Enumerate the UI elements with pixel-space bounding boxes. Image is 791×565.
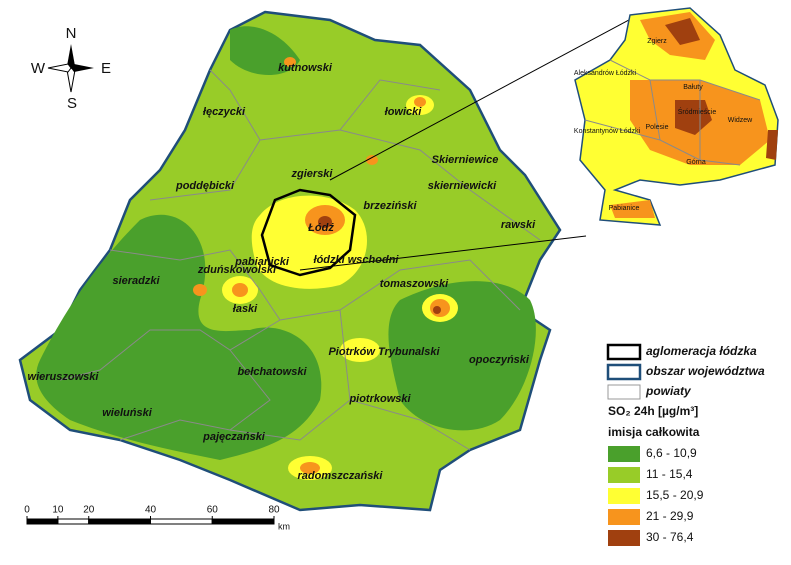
- district-label: wieruszowski: [28, 371, 100, 383]
- district-label: poddębicki: [175, 180, 235, 192]
- legend-label: 21 - 29,9: [646, 509, 694, 523]
- district-label: pabianicki: [234, 256, 290, 268]
- scale-label: 40: [145, 505, 157, 516]
- district-label: Piotrków Trybunalski: [328, 346, 440, 358]
- inset-area: [665, 18, 778, 160]
- compass-label: N: [66, 25, 77, 42]
- inset-label: Śródmieście: [678, 107, 717, 116]
- legend-swatch: [606, 363, 642, 381]
- scale-segment: [150, 518, 213, 525]
- legend-label: powiaty: [645, 384, 692, 398]
- district-label: piotrkowski: [348, 393, 411, 405]
- zone: [230, 26, 300, 75]
- inset-label: Pabianice: [609, 205, 640, 212]
- compass-label: S: [67, 95, 77, 112]
- legend-swatch: [608, 467, 640, 483]
- zone: [318, 216, 332, 228]
- inset-label: Polesie: [646, 124, 669, 131]
- district-label: sieradzki: [112, 275, 160, 287]
- inset-label: Aleksandrów Łódzki: [574, 70, 637, 77]
- inset-border: [584, 59, 761, 166]
- zone: [193, 284, 207, 296]
- district-label: skierniewicki: [428, 180, 497, 192]
- district-label: wieluński: [102, 407, 152, 419]
- district-label: opoczyński: [469, 354, 530, 366]
- scale-label: 0: [24, 505, 30, 516]
- legend-swatch: [608, 488, 640, 504]
- scale-segment: [88, 518, 151, 525]
- legend-swatch: [608, 530, 640, 546]
- district-label: bełchatowski: [237, 366, 307, 378]
- inset-label: Widzew: [728, 117, 753, 124]
- district-label: pajęczański: [202, 431, 266, 443]
- scale-label: 20: [83, 505, 95, 516]
- district-label: radomszczański: [298, 470, 384, 482]
- district-label: Skierniewice: [432, 154, 499, 166]
- inset-label: Bałuty: [683, 84, 703, 91]
- district-label: rawski: [501, 219, 536, 231]
- legend-swatch: [606, 343, 642, 361]
- legend-label: aglomeracja łódzka: [646, 344, 757, 358]
- district-borders: [59, 69, 541, 451]
- legend-label: obszar województwa: [646, 364, 765, 378]
- scale-label: 80: [268, 505, 280, 516]
- zone: [366, 155, 378, 165]
- scale-unit: km: [278, 521, 290, 531]
- district-label: łowicki: [385, 106, 423, 118]
- scale-label: 60: [207, 505, 219, 516]
- compass-label: E: [101, 60, 111, 77]
- inset-connector: [329, 13, 641, 181]
- zone: [232, 283, 248, 297]
- legend-subtitle: imisja całkowita: [608, 425, 700, 439]
- inset-label: Zgierz: [647, 38, 667, 45]
- legend-label: 15,5 - 20,9: [646, 488, 704, 502]
- zone: [36, 214, 322, 460]
- agglomeration-outline: [260, 188, 357, 277]
- legend-title: SO₂ 24h [µg/m³]: [608, 404, 698, 418]
- inset-label: Górna: [686, 159, 706, 166]
- zone-high: [193, 57, 450, 474]
- inset-connector: [299, 235, 587, 271]
- zone: [300, 462, 320, 474]
- legend-swatch: [608, 446, 640, 462]
- scale-segment: [211, 518, 275, 525]
- scale-label: 10: [52, 505, 64, 516]
- border: [59, 69, 541, 451]
- zone: [433, 306, 441, 314]
- zone-low: [36, 26, 536, 460]
- district-label: łaski: [233, 303, 258, 315]
- legend-swatch: [607, 384, 641, 400]
- district-label: łódzki wschodni: [314, 254, 400, 266]
- legend-label: 6,6 - 10,9: [646, 446, 697, 460]
- district-label: zduńskowolski: [197, 264, 277, 276]
- zone: [340, 338, 380, 362]
- zone: [414, 97, 426, 107]
- compass: N W E S: [31, 25, 111, 112]
- district-label: Łódź: [307, 222, 334, 234]
- legend-swatch: [608, 509, 640, 525]
- district-label: tomaszowski: [380, 278, 449, 290]
- legend-label: 11 - 15,4: [646, 467, 693, 481]
- district-label: kutnowski: [278, 62, 333, 74]
- compass-label: W: [31, 60, 46, 77]
- zone: [388, 281, 536, 431]
- scale-segment: [57, 518, 90, 525]
- scale-segment: [26, 518, 59, 525]
- inset-map: [574, 7, 779, 226]
- zone: [284, 57, 296, 67]
- district-label: zgierski: [291, 168, 334, 180]
- legend-label: 30 - 76,4: [646, 530, 694, 544]
- inset-label: Konstantynów Łódzki: [574, 128, 641, 135]
- district-label: brzeziński: [363, 200, 417, 212]
- district-label: łęczycki: [203, 106, 246, 118]
